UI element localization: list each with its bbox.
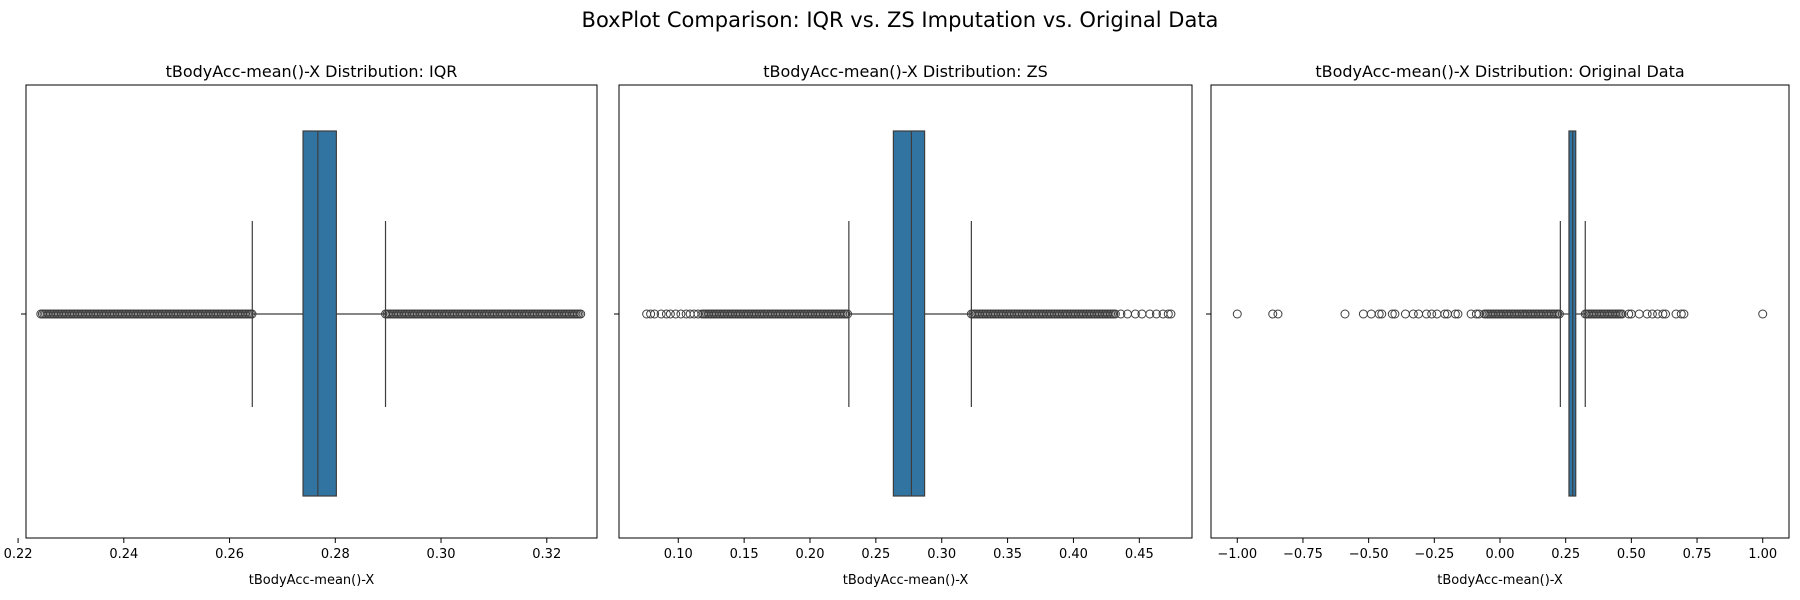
outlier-markers bbox=[36, 309, 586, 319]
plot-area-original: −1.00 −0.75 −0.50 −0.25 0.00 0.25 0.50 0.75 1.00 bbox=[1206, 84, 1790, 562]
outlier-point bbox=[1474, 309, 1484, 319]
outlier-point bbox=[1390, 309, 1400, 319]
outlier-point bbox=[1471, 309, 1481, 319]
plot-area-zs: 0.10 0.15 0.20 0.25 0.30 0.35 0.40 0.45 bbox=[614, 84, 1193, 562]
x-tick-label: 0.22 bbox=[4, 547, 33, 562]
outlier-point bbox=[1658, 309, 1668, 319]
outlier-markers bbox=[1232, 309, 1768, 319]
outlier-point bbox=[1130, 309, 1140, 319]
outlier-point bbox=[1116, 309, 1126, 319]
outlier-point bbox=[1647, 309, 1657, 319]
outlier-point bbox=[1679, 309, 1689, 319]
outlier-markers bbox=[642, 309, 1176, 319]
x-tick-label: 0.28 bbox=[321, 547, 350, 562]
outlier-point bbox=[1758, 309, 1768, 319]
outlier-point bbox=[1110, 309, 1120, 319]
x-tick-label: 0.10 bbox=[664, 547, 693, 562]
subplot-zs: tBodyAcc-mean()-X Distribution: ZS 0.10 0… bbox=[614, 62, 1193, 588]
outlier-point bbox=[1421, 309, 1431, 319]
outlier-point bbox=[676, 309, 686, 319]
subplot-title-zs: tBodyAcc-mean()-X Distribution: ZS bbox=[763, 62, 1048, 81]
x-tick-label: −0.50 bbox=[1349, 547, 1389, 562]
outlier-point bbox=[1145, 309, 1155, 319]
outlier-point bbox=[1661, 309, 1671, 319]
outlier-point bbox=[693, 309, 703, 319]
x-tick-label: 0.25 bbox=[1551, 547, 1580, 562]
outlier-point bbox=[1617, 309, 1627, 319]
outlier-point bbox=[1358, 309, 1368, 319]
outlier-point bbox=[1366, 309, 1376, 319]
outlier-point bbox=[1268, 309, 1278, 319]
x-tick-label: 0.00 bbox=[1486, 547, 1515, 562]
x-tick-label: 0.15 bbox=[730, 547, 759, 562]
x-tick-label: 0.30 bbox=[427, 547, 456, 562]
outlier-point bbox=[1450, 309, 1460, 319]
x-tick-label: 0.50 bbox=[1617, 547, 1646, 562]
outlier-point bbox=[689, 309, 699, 319]
x-axis-label-iqr: tBodyAcc-mean()-X bbox=[249, 573, 375, 588]
x-axis-label-original: tBodyAcc-mean()-X bbox=[1437, 573, 1563, 588]
outlier-point bbox=[1440, 309, 1450, 319]
outlier-point bbox=[650, 309, 660, 319]
outlier-point bbox=[1400, 309, 1410, 319]
x-tick-label: 0.24 bbox=[109, 547, 138, 562]
outlier-point bbox=[1377, 309, 1387, 319]
iqr-box bbox=[302, 130, 337, 497]
outlier-point bbox=[1642, 309, 1652, 319]
subplot-title-iqr: tBodyAcc-mean()-X Distribution: IQR bbox=[166, 62, 458, 81]
outlier-point bbox=[1166, 309, 1176, 319]
outlier-point bbox=[1163, 309, 1173, 319]
outlier-point bbox=[1427, 309, 1437, 319]
outlier-point bbox=[1554, 309, 1564, 319]
x-tick-label: 0.45 bbox=[1125, 547, 1154, 562]
outlier-point bbox=[1232, 309, 1242, 319]
x-tick-label: 0.20 bbox=[796, 547, 825, 562]
x-tick-label: 1.00 bbox=[1748, 547, 1777, 562]
outlier-point bbox=[1340, 309, 1350, 319]
outlier-point bbox=[1374, 309, 1384, 319]
axes-frame bbox=[25, 84, 598, 539]
x-axis-label-zs: tBodyAcc-mean()-X bbox=[843, 573, 969, 588]
outlier-point bbox=[1634, 309, 1644, 319]
outlier-point bbox=[646, 309, 656, 319]
subplot-iqr: tBodyAcc-mean()-X Distribution: IQR 0.22… bbox=[4, 62, 598, 588]
outlier-point bbox=[1414, 309, 1424, 319]
x-tick-label: 0.32 bbox=[532, 547, 561, 562]
x-tick-label: −0.25 bbox=[1414, 547, 1454, 562]
x-tick-label: −0.75 bbox=[1283, 547, 1323, 562]
outlier-point bbox=[656, 309, 666, 319]
x-tick-label: 0.25 bbox=[861, 547, 890, 562]
outlier-point bbox=[576, 309, 586, 319]
outlier-point bbox=[661, 309, 671, 319]
outlier-point bbox=[1273, 309, 1283, 319]
plot-area-iqr: 0.22 0.24 0.26 0.28 0.30 0.32 bbox=[4, 84, 598, 562]
outlier-point bbox=[1676, 309, 1686, 319]
figure-title: BoxPlot Comparison: IQR vs. ZS Imputatio… bbox=[582, 8, 1219, 32]
outlier-point bbox=[1624, 309, 1634, 319]
outlier-point bbox=[1453, 309, 1463, 319]
outlier-point bbox=[671, 309, 681, 319]
outlier-point bbox=[665, 309, 675, 319]
x-tick-label: −1.00 bbox=[1217, 547, 1257, 562]
outlier-point bbox=[1408, 309, 1418, 319]
outlier-point bbox=[1387, 309, 1397, 319]
axes-frame bbox=[618, 84, 1193, 539]
x-tick-label: 0.35 bbox=[993, 547, 1022, 562]
outlier-point bbox=[1151, 309, 1161, 319]
x-tick-label: 0.75 bbox=[1683, 547, 1712, 562]
iqr-box bbox=[892, 130, 926, 497]
subplot-title-original: tBodyAcc-mean()-X Distribution: Original… bbox=[1315, 62, 1684, 81]
x-tick-label: 0.40 bbox=[1059, 547, 1088, 562]
x-tick-label: 0.30 bbox=[927, 547, 956, 562]
subplot-original: tBodyAcc-mean()-X Distribution: Original… bbox=[1206, 62, 1790, 588]
outlier-point bbox=[247, 309, 257, 319]
outlier-point bbox=[843, 309, 853, 319]
x-tick-label: 0.26 bbox=[215, 547, 244, 562]
outlier-point bbox=[1432, 309, 1442, 319]
